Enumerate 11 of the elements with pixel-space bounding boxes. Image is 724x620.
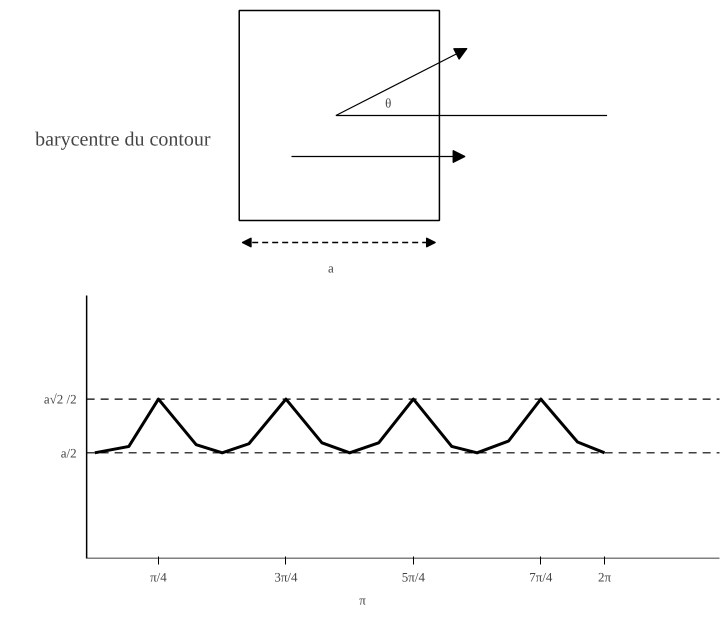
ref-line-label: a√2 /2 (44, 392, 77, 407)
x-tick-label: 3π/4 (274, 570, 298, 584)
text: barycentre du contour (35, 128, 211, 150)
ref-line-label: a/2 (60, 445, 77, 460)
text: a (328, 260, 334, 276)
x-tick-label: π/4 (150, 570, 168, 584)
x-tick-label: 2π (598, 570, 612, 584)
x-tick-label: 5π/4 (402, 570, 426, 584)
x-tick-label: 7π/4 (529, 570, 553, 584)
x-axis-title: π (359, 592, 366, 608)
text: θ (385, 96, 392, 110)
